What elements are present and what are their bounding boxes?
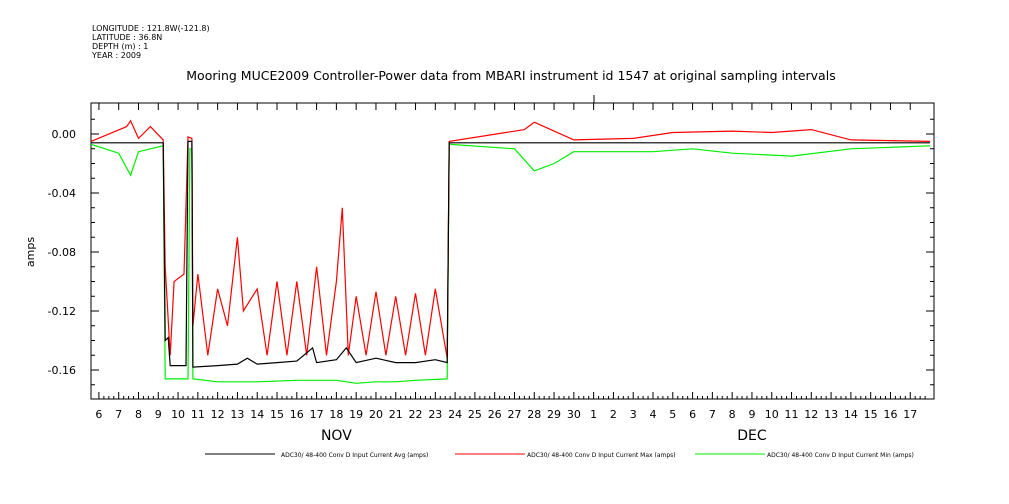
x-tick-label: 10 xyxy=(171,408,185,421)
longitude-label: LONGITUDE : 121.8W(-121.8) xyxy=(92,24,210,33)
legend-label-min: ADC30/ 48-400 Conv D Input Current Min (… xyxy=(767,452,914,459)
x-tick-label: 26 xyxy=(488,408,502,421)
x-tick-label: 27 xyxy=(507,408,521,421)
series-group xyxy=(90,119,931,384)
series-line-avg xyxy=(91,140,930,368)
x-tick-label: 17 xyxy=(310,408,324,421)
x-tick-label: 15 xyxy=(864,408,878,421)
month-label-dec: DEC xyxy=(737,428,767,444)
x-tick-label: 8 xyxy=(729,408,736,421)
year-label: YEAR : 2009 xyxy=(91,51,141,60)
x-tick-label: 28 xyxy=(527,408,541,421)
x-tick-label: 21 xyxy=(389,408,403,421)
latitude-label: LATITUDE : 36.8N xyxy=(92,33,162,42)
legend: ADC30/ 48-400 Conv D Input Current Avg (… xyxy=(205,452,914,459)
x-tick-label: 7 xyxy=(115,408,122,421)
x-tick-label: 13 xyxy=(230,408,244,421)
depth-label: DEPTH (m) : 1 xyxy=(92,42,148,51)
x-tick-label: 14 xyxy=(844,408,858,421)
x-tick-label: 11 xyxy=(191,408,205,421)
x-ticks: 6 7 8 9 10 11 12 13 14 15 16 17 18 19 20 21 22 23 24 25 26 27… xyxy=(95,103,926,421)
x-tick-label: 5 xyxy=(669,408,676,421)
plot-frame xyxy=(90,102,935,400)
x-tick-label: 11 xyxy=(785,408,799,421)
x-tick-label: 12 xyxy=(804,408,818,421)
x-tick-label: 4 xyxy=(650,408,657,421)
x-tick-label: 3 xyxy=(630,408,637,421)
x-tick-label: 14 xyxy=(250,408,264,421)
x-tick-label: 29 xyxy=(547,408,561,421)
x-tick-label: 12 xyxy=(211,408,225,421)
x-tick-label: 7 xyxy=(709,408,716,421)
x-tick-label: 8 xyxy=(135,408,142,421)
x-tick-label: 13 xyxy=(824,408,838,421)
x-tick-label: 6 xyxy=(95,408,102,421)
x-tick-label: 2 xyxy=(610,408,617,421)
y-ticks: 0.00 -0.04 -0.08 -0.12 -0.16 xyxy=(48,118,934,386)
x-tick-label: 16 xyxy=(883,408,897,421)
y-tick-label: -0.08 xyxy=(48,246,76,259)
series-line-min xyxy=(90,143,931,384)
x-tick-label: 16 xyxy=(290,408,304,421)
x-tick-label: 1 xyxy=(590,408,597,421)
series-line-max xyxy=(90,119,931,359)
x-tick-label: 10 xyxy=(765,408,779,421)
y-tick-label: -0.16 xyxy=(48,364,76,377)
y-tick-label: 0.00 xyxy=(52,128,77,141)
month-label-nov: NOV xyxy=(321,428,352,444)
x-tick-label: 9 xyxy=(748,408,755,421)
x-tick-label: 19 xyxy=(349,408,363,421)
y-tick-label: -0.04 xyxy=(48,187,76,200)
legend-label-avg: ADC30/ 48-400 Conv D Input Current Avg (… xyxy=(281,452,428,459)
x-tick-label: 17 xyxy=(903,408,917,421)
x-tick-label: 22 xyxy=(409,408,423,421)
x-tick-label: 6 xyxy=(689,408,696,421)
x-tick-label: 25 xyxy=(468,408,482,421)
y-tick-label: -0.12 xyxy=(48,305,76,318)
x-tick-label: 18 xyxy=(329,408,343,421)
y-axis-label: amps xyxy=(24,237,37,267)
x-tick-label: 9 xyxy=(155,408,162,421)
x-tick-label: 15 xyxy=(270,408,284,421)
chart-title: Mooring MUCE2009 Controller-Power data f… xyxy=(186,68,835,83)
x-tick-label: 20 xyxy=(369,408,383,421)
legend-label-max: ADC30/ 48-400 Conv D Input Current Max (… xyxy=(527,452,676,459)
x-tick-label: 24 xyxy=(448,408,462,421)
x-tick-label: 23 xyxy=(428,408,442,421)
x-tick-label: 30 xyxy=(567,408,581,421)
